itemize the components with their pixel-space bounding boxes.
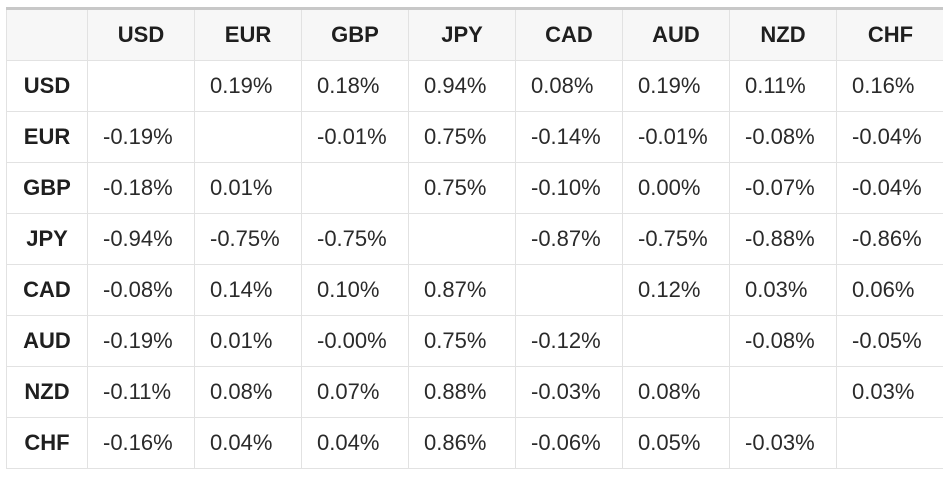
cell-chf-cad: -0.06% <box>515 417 623 469</box>
cell-cad-usd: -0.08% <box>87 264 195 316</box>
cell-eur-jpy: 0.75% <box>408 111 516 163</box>
cell-nzd-aud: 0.08% <box>622 366 730 418</box>
cell-usd-chf: 0.16% <box>836 60 943 112</box>
cell-chf-nzd: -0.03% <box>729 417 837 469</box>
cell-gbp-jpy: 0.75% <box>408 162 516 214</box>
col-header-gbp: GBP <box>301 8 409 61</box>
row-header-usd: USD <box>6 60 88 112</box>
cell-cad-gbp: 0.10% <box>301 264 409 316</box>
cell-chf-gbp: 0.04% <box>301 417 409 469</box>
cell-aud-jpy: 0.75% <box>408 315 516 367</box>
cell-jpy-nzd: -0.88% <box>729 213 837 265</box>
cell-gbp-gbp <box>301 162 409 214</box>
cell-usd-usd <box>87 60 195 112</box>
cell-aud-gbp: -0.00% <box>301 315 409 367</box>
row-header-gbp: GBP <box>6 162 88 214</box>
cell-gbp-chf: -0.04% <box>836 162 943 214</box>
cell-nzd-eur: 0.08% <box>194 366 302 418</box>
cell-eur-gbp: -0.01% <box>301 111 409 163</box>
cell-jpy-cad: -0.87% <box>515 213 623 265</box>
col-header-chf: CHF <box>836 8 943 61</box>
currency-strength-table: USD EUR GBP JPY CAD AUD NZD CHF USD 0.19… <box>6 7 943 469</box>
cell-usd-aud: 0.19% <box>622 60 730 112</box>
row-header-jpy: JPY <box>6 213 88 265</box>
cell-nzd-cad: -0.03% <box>515 366 623 418</box>
cell-nzd-gbp: 0.07% <box>301 366 409 418</box>
cell-aud-chf: -0.05% <box>836 315 943 367</box>
cell-eur-usd: -0.19% <box>87 111 195 163</box>
row-header-aud: AUD <box>6 315 88 367</box>
col-header-aud: AUD <box>622 8 730 61</box>
cell-jpy-chf: -0.86% <box>836 213 943 265</box>
cell-jpy-usd: -0.94% <box>87 213 195 265</box>
cell-eur-aud: -0.01% <box>622 111 730 163</box>
cell-usd-jpy: 0.94% <box>408 60 516 112</box>
cell-chf-usd: -0.16% <box>87 417 195 469</box>
cell-chf-chf <box>836 417 943 469</box>
cell-eur-cad: -0.14% <box>515 111 623 163</box>
cell-cad-jpy: 0.87% <box>408 264 516 316</box>
table-row-aud: AUD -0.19% 0.01% -0.00% 0.75% -0.12% -0.… <box>6 315 943 367</box>
table-row-usd: USD 0.19% 0.18% 0.94% 0.08% 0.19% 0.11% … <box>6 60 943 112</box>
table-row-jpy: JPY -0.94% -0.75% -0.75% -0.87% -0.75% -… <box>6 213 943 265</box>
cell-gbp-cad: -0.10% <box>515 162 623 214</box>
cell-nzd-nzd <box>729 366 837 418</box>
table-row-eur: EUR -0.19% -0.01% 0.75% -0.14% -0.01% -0… <box>6 111 943 163</box>
cell-chf-aud: 0.05% <box>622 417 730 469</box>
cell-nzd-chf: 0.03% <box>836 366 943 418</box>
cell-usd-eur: 0.19% <box>194 60 302 112</box>
cell-cad-chf: 0.06% <box>836 264 943 316</box>
cell-usd-cad: 0.08% <box>515 60 623 112</box>
cell-usd-nzd: 0.11% <box>729 60 837 112</box>
corner-cell <box>6 8 88 61</box>
cell-cad-aud: 0.12% <box>622 264 730 316</box>
header-row: USD EUR GBP JPY CAD AUD NZD CHF <box>6 8 943 61</box>
cell-jpy-eur: -0.75% <box>194 213 302 265</box>
table-row-gbp: GBP -0.18% 0.01% 0.75% -0.10% 0.00% -0.0… <box>6 162 943 214</box>
row-header-nzd: NZD <box>6 366 88 418</box>
cell-chf-eur: 0.04% <box>194 417 302 469</box>
table-row-cad: CAD -0.08% 0.14% 0.10% 0.87% 0.12% 0.03%… <box>6 264 943 316</box>
cell-chf-jpy: 0.86% <box>408 417 516 469</box>
cell-aud-usd: -0.19% <box>87 315 195 367</box>
row-header-cad: CAD <box>6 264 88 316</box>
col-header-cad: CAD <box>515 8 623 61</box>
cell-jpy-aud: -0.75% <box>622 213 730 265</box>
cell-aud-aud <box>622 315 730 367</box>
col-header-nzd: NZD <box>729 8 837 61</box>
cell-aud-nzd: -0.08% <box>729 315 837 367</box>
col-header-jpy: JPY <box>408 8 516 61</box>
cell-jpy-gbp: -0.75% <box>301 213 409 265</box>
cell-nzd-usd: -0.11% <box>87 366 195 418</box>
currency-heat-map: USD EUR GBP JPY CAD AUD NZD CHF USD 0.19… <box>6 7 943 469</box>
cell-gbp-nzd: -0.07% <box>729 162 837 214</box>
table-row-chf: CHF -0.16% 0.04% 0.04% 0.86% -0.06% 0.05… <box>6 417 943 469</box>
cell-nzd-jpy: 0.88% <box>408 366 516 418</box>
cell-jpy-jpy <box>408 213 516 265</box>
cell-eur-eur <box>194 111 302 163</box>
cell-gbp-aud: 0.00% <box>622 162 730 214</box>
cell-aud-eur: 0.01% <box>194 315 302 367</box>
cell-eur-chf: -0.04% <box>836 111 943 163</box>
col-header-eur: EUR <box>194 8 302 61</box>
cell-gbp-usd: -0.18% <box>87 162 195 214</box>
cell-cad-eur: 0.14% <box>194 264 302 316</box>
cell-cad-cad <box>515 264 623 316</box>
cell-eur-nzd: -0.08% <box>729 111 837 163</box>
cell-cad-nzd: 0.03% <box>729 264 837 316</box>
cell-usd-gbp: 0.18% <box>301 60 409 112</box>
row-header-chf: CHF <box>6 417 88 469</box>
cell-aud-cad: -0.12% <box>515 315 623 367</box>
row-header-eur: EUR <box>6 111 88 163</box>
table-row-nzd: NZD -0.11% 0.08% 0.07% 0.88% -0.03% 0.08… <box>6 366 943 418</box>
col-header-usd: USD <box>87 8 195 61</box>
cell-gbp-eur: 0.01% <box>194 162 302 214</box>
